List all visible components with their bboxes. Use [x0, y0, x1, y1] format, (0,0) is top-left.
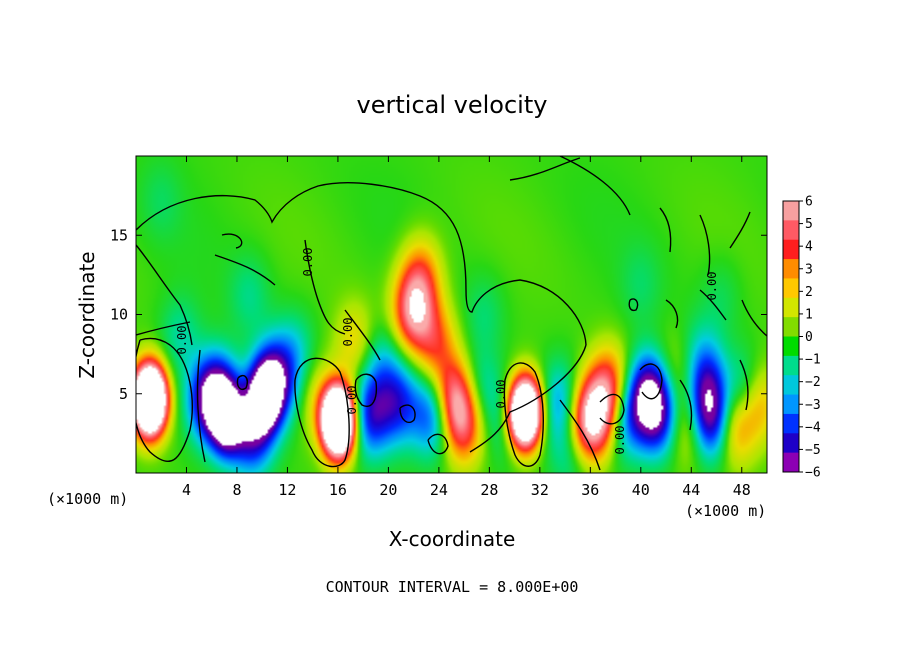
colorbar-label: 2 [805, 285, 813, 300]
colorbar: 6 5 4 3 2 1 0 −1 −2 −3 −4 −5 −6 [782, 195, 821, 481]
colorbar-label: −4 [805, 420, 821, 435]
colorbar-swatch [783, 394, 799, 415]
colorbar-swatch [783, 452, 799, 473]
colorbar-swatch [783, 259, 799, 279]
contour-label: 0.00 [175, 326, 189, 355]
x-tick-label: 48 [733, 481, 751, 499]
colorbar-swatch [783, 297, 799, 318]
x-tick-label: 40 [632, 481, 650, 499]
colorbar-swatch [783, 355, 799, 376]
x-tick-label: 4 [182, 481, 191, 499]
contour-label: 0.00 [613, 426, 627, 455]
colorbar-swatch [783, 239, 799, 260]
x-tick-label: 12 [278, 481, 296, 499]
contour-label: 0.00 [705, 272, 719, 301]
x-axis-label: X-coordinate [389, 527, 516, 551]
colorbar-label: 0 [805, 330, 813, 345]
x-tick-label: 24 [430, 481, 448, 499]
colorbar-label: −5 [805, 443, 821, 458]
y-tick-label: 5 [119, 385, 128, 403]
zero-contour-lines [136, 156, 767, 471]
colorbar-swatch [783, 413, 799, 434]
y-axis: 5 10 15 [110, 226, 767, 403]
colorbar-swatch [783, 278, 799, 299]
colorbar-swatch [783, 220, 799, 241]
colorbar-label: −1 [805, 353, 821, 368]
chart-title: vertical velocity [357, 91, 548, 119]
contour-label: 0.00 [494, 380, 508, 409]
x-tick-label: 28 [480, 481, 498, 499]
x-tick-label: 44 [682, 481, 700, 499]
plot-area: 0.00 0.00 0.00 0.00 0.00 0.00 0.00 [135, 155, 768, 474]
x-tick-label: 16 [329, 481, 347, 499]
colorbar-label: 3 [805, 262, 813, 277]
colorbar-swatch [783, 433, 799, 454]
x-tick-label: 32 [531, 481, 549, 499]
colorbar-label: −2 [805, 375, 821, 390]
x-tick-label: 20 [379, 481, 397, 499]
colorbar-label: 5 [805, 217, 813, 232]
colorbar-swatch [783, 336, 799, 357]
x-tick-label: 36 [581, 481, 599, 499]
colorbar-label: 4 [805, 240, 813, 255]
colorbar-label: 6 [805, 195, 813, 210]
contour-interval-note: CONTOUR INTERVAL = 8.000E+00 [326, 578, 579, 596]
x-unit-label-left: (×1000 m) [47, 490, 128, 508]
heatmap-field [136, 156, 767, 473]
x-unit-label-right: (×1000 m) [685, 502, 766, 520]
contour-label: 0.00 [301, 248, 315, 277]
contour-label: 0.00 [345, 386, 359, 415]
x-tick-label: 8 [232, 481, 241, 499]
y-axis-label: Z-coordinate [75, 251, 99, 378]
y-tick-label: 10 [110, 306, 128, 324]
colorbar-swatch [783, 317, 799, 337]
colorbar-label: 1 [805, 307, 813, 322]
colorbar-label: −6 [805, 466, 821, 481]
colorbar-label: −3 [805, 398, 821, 413]
colorbar-swatch [783, 375, 799, 396]
x-axis: 4 8 12 16 20 24 28 32 36 40 44 48 [182, 156, 751, 499]
colorbar-swatch [783, 201, 799, 221]
y-tick-label: 15 [110, 226, 128, 244]
contour-label: 0.00 [341, 318, 355, 347]
